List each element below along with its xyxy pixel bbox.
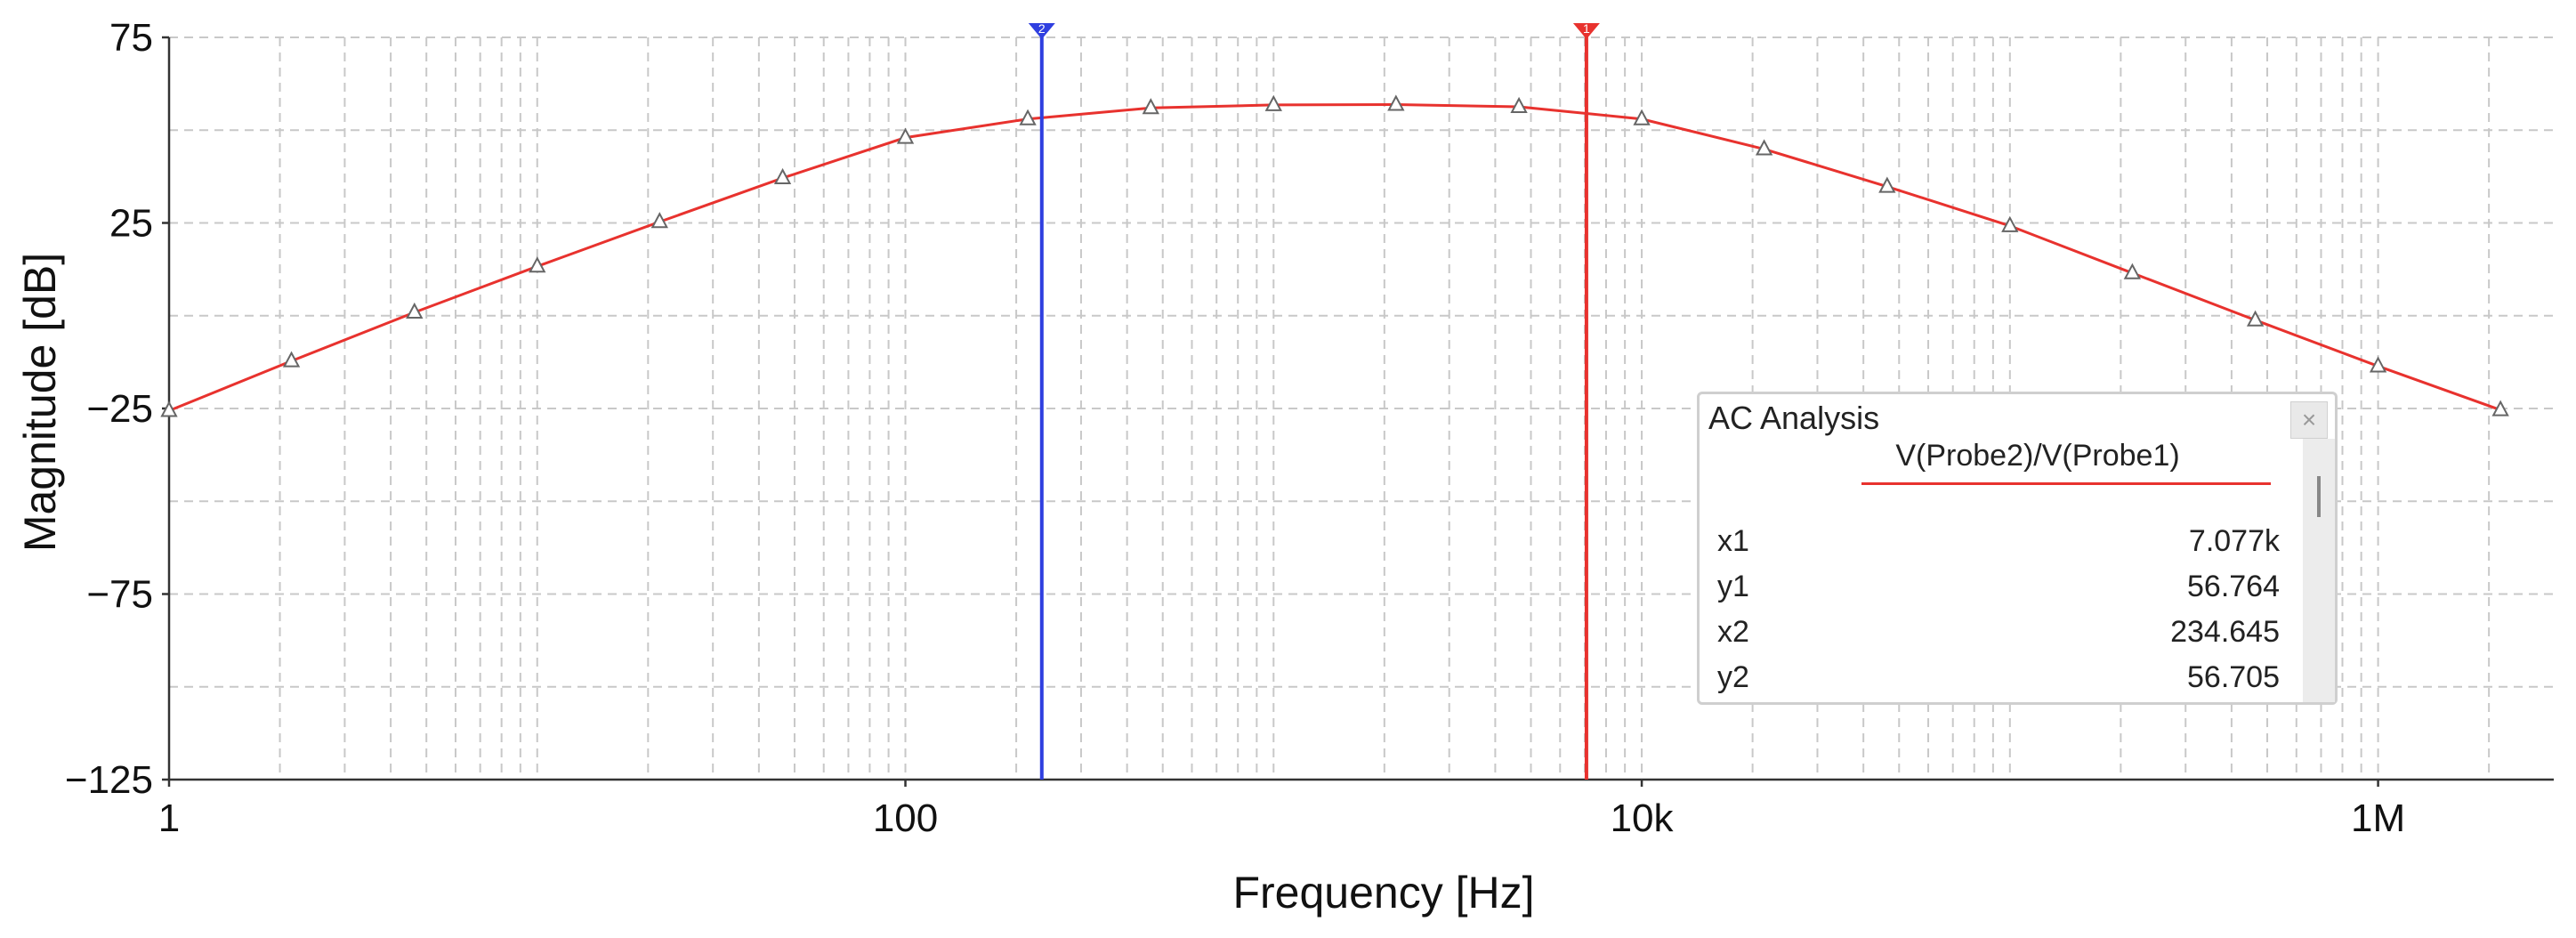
readout-key: x1 — [1717, 524, 1749, 558]
readout-key: y1 — [1717, 570, 1749, 603]
legend-scroll-thumb[interactable] — [2317, 476, 2321, 517]
readout-row-x1: x1 7.077k — [1717, 519, 2280, 564]
cursor-1-handle[interactable] — [1572, 23, 1600, 39]
x-tick-label: 1 — [158, 796, 180, 840]
data-point-marker — [1019, 109, 1037, 125]
cursor-2-handle[interactable] — [1028, 23, 1055, 39]
data-point-marker — [2246, 310, 2265, 327]
readout-value: 56.705 — [2187, 660, 2280, 694]
data-point-marker — [1878, 176, 1896, 193]
data-point-marker — [773, 167, 792, 185]
y-tick-label: −125 — [65, 758, 153, 802]
readout-key: x2 — [1717, 615, 1749, 649]
ac-analysis-legend[interactable]: AC Analysis × V(Probe2)/V(Probe1) x1 7.0… — [1697, 392, 2338, 705]
y-tick-label: 25 — [109, 202, 153, 246]
data-point-marker — [2001, 215, 2019, 232]
data-point-marker — [1142, 98, 1159, 115]
series-line — [168, 102, 2501, 412]
data-point-marker — [406, 302, 424, 319]
x-tick-label: 100 — [873, 796, 938, 840]
readout-value: 56.764 — [2187, 570, 2280, 603]
x-tick-label: 10k — [1611, 796, 1675, 840]
x-tick-label: 1M — [2351, 796, 2405, 840]
readout-row-y1: y1 56.764 — [1717, 564, 2280, 610]
data-point-marker — [2369, 356, 2387, 373]
tick-labels: 1 100 10k 1M 75 25 −25 −75 −125 — [65, 16, 2405, 840]
data-point-marker — [1264, 94, 1282, 111]
data-point-marker — [160, 400, 178, 417]
cursor-readout: x1 7.077k y1 56.764 x2 234.645 y2 56.705 — [1717, 519, 2280, 700]
legend-scrollbar[interactable] — [2303, 439, 2335, 702]
data-point-marker — [1387, 94, 1405, 111]
y-axis-title: Magnitude [dB] — [15, 253, 65, 552]
y-tick-label: −25 — [86, 387, 153, 431]
cursor-1-label: 1 — [1583, 21, 1590, 36]
data-point-marker — [1633, 109, 1651, 125]
legend-series-label: V(Probe2)/V(Probe1) — [1895, 439, 2180, 473]
y-tick-label: −75 — [86, 573, 153, 617]
data-point-marker — [1510, 96, 1528, 113]
data-point-marker — [282, 351, 301, 368]
data-point-marker — [2491, 400, 2509, 416]
series-layer — [160, 94, 2509, 417]
readout-row-x2: x2 234.645 — [1717, 610, 2280, 655]
data-point-marker — [529, 256, 546, 273]
y-tick-label: 75 — [109, 16, 153, 60]
cursor-2-label: 2 — [1038, 21, 1046, 36]
readout-row-y2: y2 56.705 — [1717, 655, 2280, 700]
readout-value: 7.077k — [2188, 524, 2280, 558]
data-point-marker — [2123, 263, 2142, 279]
data-point-marker — [650, 212, 668, 229]
legend-title: AC Analysis — [1708, 400, 1880, 436]
readout-key: y2 — [1717, 660, 1749, 694]
readout-value: 234.645 — [2170, 615, 2280, 649]
data-point-marker — [896, 127, 915, 144]
data-point-marker — [1755, 139, 1773, 156]
x-axis-title: Frequency [Hz] — [1232, 868, 1534, 918]
legend-series-line — [1861, 482, 2271, 485]
close-icon[interactable]: × — [2290, 401, 2328, 439]
